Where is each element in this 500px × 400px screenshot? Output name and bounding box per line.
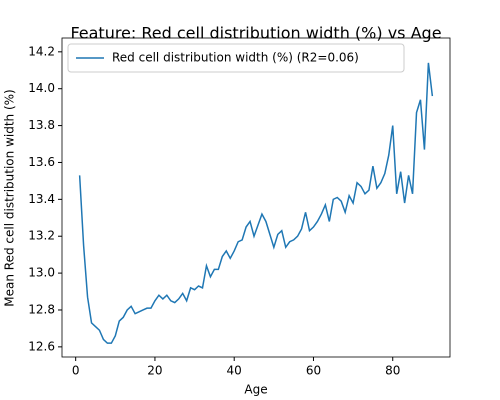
x-tick-label: 20 bbox=[147, 364, 162, 378]
x-tick-label: 60 bbox=[306, 364, 321, 378]
y-tick-label: 12.8 bbox=[28, 302, 55, 316]
y-tick-label: 13.6 bbox=[28, 155, 55, 169]
y-tick-label: 14.2 bbox=[28, 44, 55, 58]
x-tick-label: 40 bbox=[227, 364, 242, 378]
x-axis-label: Age bbox=[244, 383, 267, 397]
y-tick-label: 14.0 bbox=[28, 81, 55, 95]
plot-frame bbox=[61, 37, 451, 358]
y-tick-label: 13.8 bbox=[28, 118, 55, 132]
chart-title: Feature: Red cell distribution width (%)… bbox=[70, 24, 441, 43]
y-tick-label: 13.2 bbox=[28, 229, 55, 243]
y-tick-label: 13.4 bbox=[28, 192, 55, 206]
legend-label: Red cell distribution width (%) (R2=0.06… bbox=[112, 51, 359, 65]
data-line bbox=[78, 62, 434, 344]
y-tick-label: 12.6 bbox=[28, 339, 55, 353]
y-axis-label: Mean Red cell distribution width (%) bbox=[3, 89, 17, 306]
y-tick-label: 13.0 bbox=[28, 266, 55, 280]
x-tick-label: 80 bbox=[385, 364, 400, 378]
x-tick-label: 0 bbox=[72, 364, 80, 378]
legend-box bbox=[67, 43, 405, 73]
